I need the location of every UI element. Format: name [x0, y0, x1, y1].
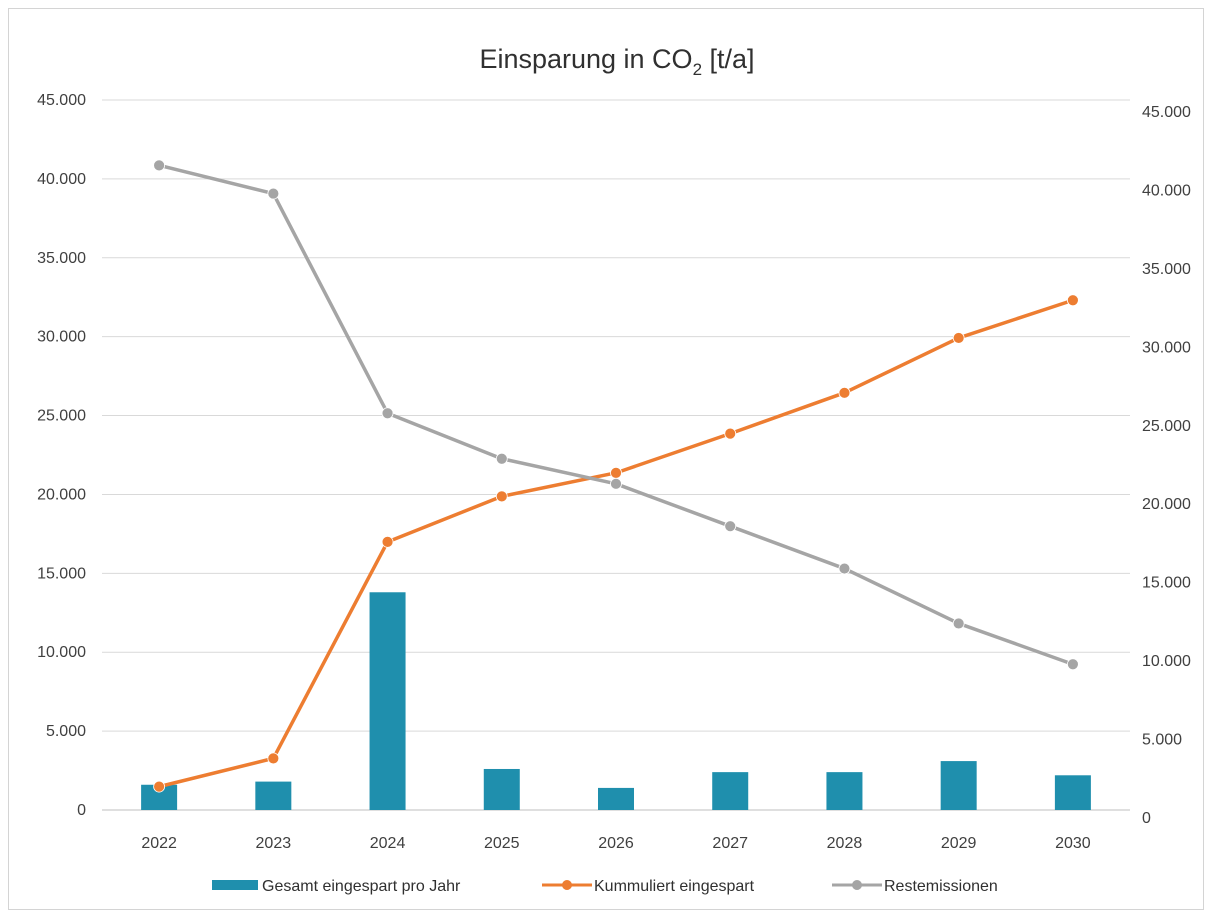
line-point — [1066, 658, 1079, 671]
line-point — [381, 407, 394, 420]
bar — [255, 781, 292, 810]
left-tick-label: 15.000 — [37, 565, 86, 582]
left-axis: 0 5.000 10.000 15.000 20.000 25.000 30.000 35.0… — [37, 92, 86, 819]
bar — [369, 592, 406, 810]
x-tick-label: 2023 — [256, 835, 292, 852]
line-point — [610, 477, 622, 490]
left-tick-label: 45.000 — [37, 92, 86, 109]
x-tick-label: 2029 — [941, 835, 977, 852]
right-tick-label: 45.000 — [1142, 104, 1191, 121]
right-tick-label: 10.000 — [1142, 653, 1191, 670]
x-tick-label: 2022 — [141, 835, 177, 852]
bar — [483, 768, 520, 810]
right-tick-label: 35.000 — [1142, 261, 1191, 278]
line-point — [153, 159, 166, 172]
legend: Gesamt eingespart pro Jahr Kummuliert ei… — [212, 878, 998, 895]
legend-label-restemissionen: Restemissionen — [884, 878, 998, 895]
legend-swatch-gesamt — [212, 880, 258, 890]
line-point — [1066, 294, 1079, 307]
left-tick-label: 25.000 — [37, 408, 86, 425]
line-point — [724, 520, 737, 533]
x-axis: 2022 2023 2024 2025 2026 2027 2028 2029 2030 — [141, 835, 1090, 852]
right-axis: 0 5.000 10.000 15.000 20.000 25.000 30.000 35.0… — [1142, 104, 1191, 827]
x-tick-label: 2030 — [1055, 835, 1091, 852]
line-point — [153, 780, 166, 793]
legend-swatch-kummuliert-marker — [562, 880, 572, 890]
line-point — [724, 427, 737, 440]
line-point — [267, 187, 280, 200]
bar — [712, 772, 749, 810]
line-point — [952, 617, 965, 630]
legend-label-kummuliert: Kummuliert eingespart — [594, 878, 755, 895]
line-point — [838, 562, 851, 575]
chart-frame — [8, 8, 1204, 910]
bar — [598, 787, 634, 810]
x-tick-label: 2026 — [598, 835, 634, 852]
bar — [940, 761, 977, 810]
bar — [1054, 775, 1091, 810]
bar — [826, 772, 863, 810]
right-tick-label: 20.000 — [1142, 496, 1191, 513]
right-tick-label: 5.000 — [1142, 732, 1182, 749]
chart-title: Einsparung in CO2 [t/a] — [479, 44, 754, 79]
legend-swatch-restemissionen-marker — [852, 880, 862, 890]
line-point — [381, 535, 394, 548]
right-tick-label: 25.000 — [1142, 418, 1191, 435]
right-tick-label: 30.000 — [1142, 339, 1191, 356]
line-point — [495, 490, 508, 503]
left-tick-label: 20.000 — [37, 486, 86, 503]
left-tick-label: 35.000 — [37, 250, 86, 267]
left-tick-label: 10.000 — [37, 644, 86, 661]
left-tick-label: 40.000 — [37, 171, 86, 188]
x-tick-label: 2028 — [827, 835, 863, 852]
line-point — [610, 466, 622, 479]
left-tick-label: 30.000 — [37, 329, 86, 346]
line-point — [267, 752, 280, 765]
right-tick-label: 15.000 — [1142, 575, 1191, 592]
series-line — [158, 163, 1074, 666]
line-series — [153, 159, 1079, 793]
line-point — [838, 386, 851, 399]
right-tick-label: 0 — [1142, 810, 1151, 827]
left-tick-label: 5.000 — [46, 723, 86, 740]
left-tick-label: 0 — [77, 802, 86, 819]
line-point — [495, 452, 508, 465]
line-point — [952, 332, 965, 344]
right-tick-label: 40.000 — [1142, 182, 1191, 199]
gridlines — [102, 99, 1130, 811]
legend-label-gesamt: Gesamt eingespart pro Jahr — [262, 878, 461, 895]
x-tick-label: 2024 — [370, 835, 406, 852]
series-line — [158, 298, 1074, 789]
bar-series — [141, 592, 1091, 810]
x-tick-label: 2027 — [712, 835, 748, 852]
x-tick-label: 2025 — [484, 835, 520, 852]
